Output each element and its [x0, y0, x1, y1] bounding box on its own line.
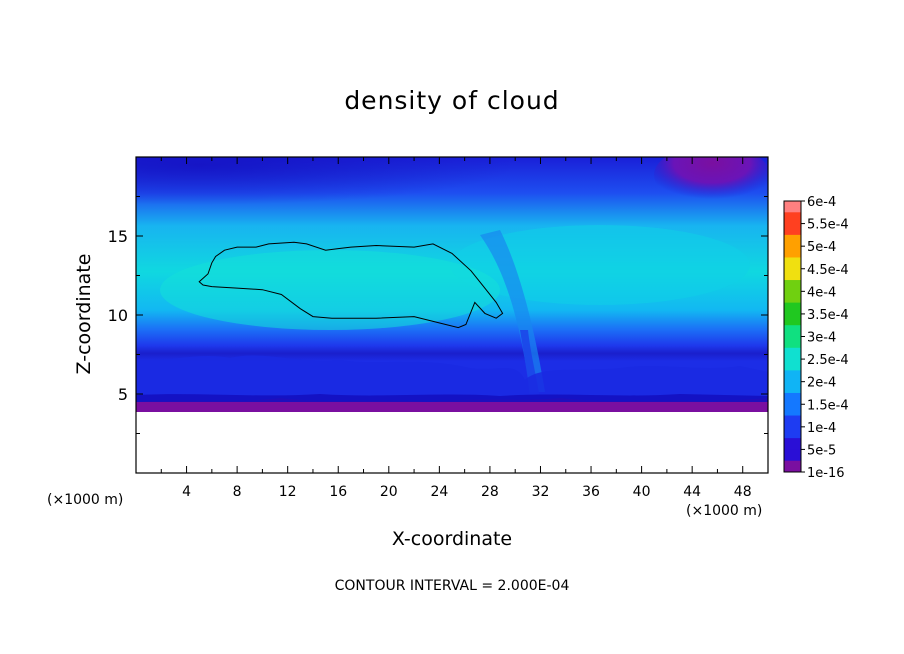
colorbar-label: 1e-16: [807, 466, 845, 481]
colorbar-swatch: [784, 336, 801, 349]
colorbar-label: 3.5e-4: [807, 308, 849, 323]
colorbar-swatch: [784, 426, 801, 439]
x-axis-unit-right: (×1000 m): [686, 503, 763, 519]
contour-line: [198, 241, 504, 329]
x-tick-label: 48: [734, 484, 752, 500]
colorbar-label: 3e-4: [807, 331, 836, 346]
colorbar-label: 5.5e-4: [807, 218, 849, 233]
colorbar-swatch: [784, 223, 801, 236]
colorbar-swatch: [784, 359, 801, 371]
x-tick-label: 28: [481, 484, 499, 500]
colorbar-swatch: [784, 234, 801, 247]
x-axis-unit-left: (×1000 m): [47, 492, 124, 508]
x-tick-label: 4: [182, 484, 191, 500]
colorbar-swatch: [784, 370, 801, 383]
colorbar-swatch: [784, 201, 801, 213]
colorbar-label: 4e-4: [807, 285, 836, 300]
colorbar-label: 2e-4: [807, 376, 836, 391]
x-axis-ticks: 4 8 12 16 20 24 28 32 36 40 44 48: [160, 157, 752, 500]
colorbar-swatch: [784, 280, 801, 292]
y-tick-label: 10: [108, 306, 128, 325]
x-tick-label: 24: [430, 484, 448, 500]
colorbar-swatch: [784, 268, 801, 281]
x-tick-label: 40: [633, 484, 651, 500]
colorbar-label: 4.5e-4: [807, 263, 849, 278]
colorbar-swatch: [784, 392, 801, 405]
x-axis-label: X-coordinate: [391, 528, 513, 550]
colorbar-swatch: [784, 404, 801, 417]
x-tick-label: 36: [582, 484, 600, 500]
chart-title: density of cloud: [344, 86, 560, 115]
colorbar-swatch: [784, 438, 801, 450]
x-tick-label: 32: [532, 484, 550, 500]
x-tick-label: 20: [380, 484, 398, 500]
colorbar-swatch: [784, 449, 801, 462]
colorbar-swatch: [784, 347, 801, 360]
cloud-density-field: [136, 157, 768, 473]
x-tick-label: 16: [329, 484, 347, 500]
colorbar-swatch: [784, 325, 801, 337]
colorbar-swatch: [784, 291, 801, 304]
colorbar-swatch: [784, 415, 801, 428]
colorbar-swatch: [784, 460, 801, 473]
colorbar-label: 5e-4: [807, 240, 836, 255]
colorbar-swatch: [784, 212, 801, 225]
x-tick-label: 8: [233, 484, 242, 500]
colorbar-label: 6e-4: [807, 195, 836, 210]
colorbar-swatch: [784, 313, 801, 326]
y-tick-label: 5: [118, 385, 128, 404]
y-tick-label: 15: [108, 227, 128, 246]
x-tick-label: 12: [279, 484, 297, 500]
colorbar-label: 2.5e-4: [807, 353, 849, 368]
colorbar-label: 1.5e-4: [807, 398, 849, 413]
colorbar-swatch: [784, 257, 801, 270]
colorbar-label: 5e-5: [807, 443, 836, 458]
colorbar-swatch: [784, 302, 801, 315]
colorbar: 1e-16 5e-5 1e-4 1.5e-4 2e-4 2.5e-4 3e-4 3.5e-4 4…: [783, 195, 849, 481]
colorbar-label: 1e-4: [807, 421, 836, 436]
y-axis-ticks: 5 10 15: [108, 196, 768, 434]
contour-interval-note: CONTOUR INTERVAL = 2.000E-04: [334, 578, 570, 594]
colorbar-swatch: [784, 246, 801, 258]
colorbar-swatch: [784, 381, 801, 394]
x-tick-label: 44: [683, 484, 701, 500]
